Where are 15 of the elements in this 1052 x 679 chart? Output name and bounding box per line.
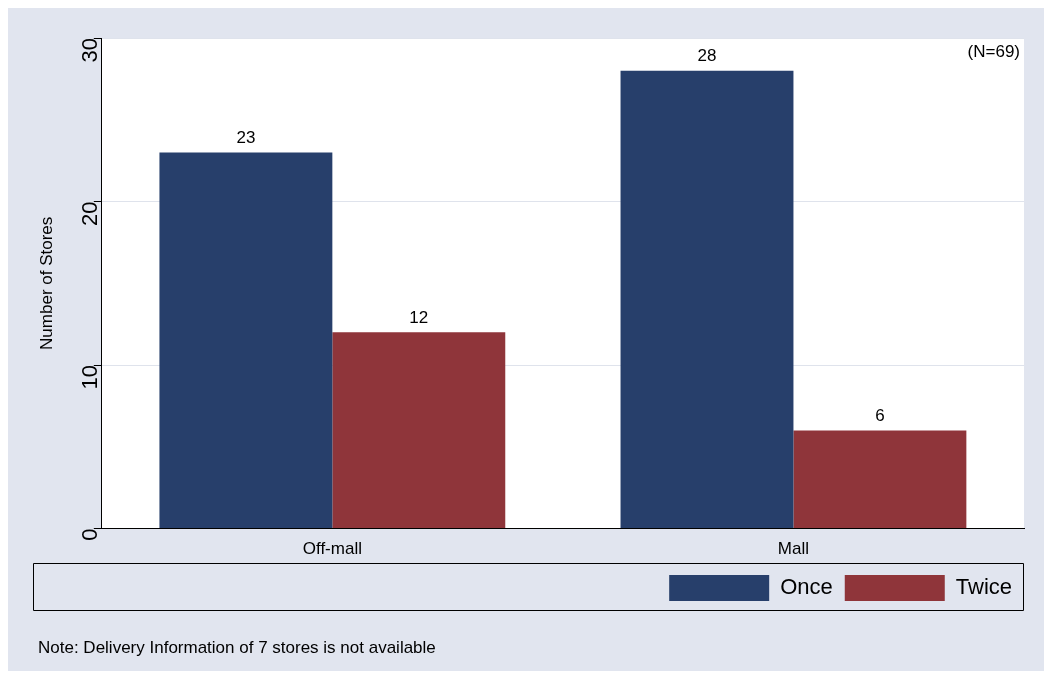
data-label: 12 — [409, 307, 429, 327]
x-tick-label: Mall — [777, 539, 810, 559]
legend-label: Once — [780, 574, 833, 600]
y-tick-label: 20 — [76, 201, 102, 227]
data-label: 23 — [236, 127, 256, 147]
text: Note: Delivery Information of 7 stores is not available — [38, 638, 436, 658]
y-axis-title: Number of Stores — [36, 216, 56, 350]
legend-label: Twice — [955, 574, 1013, 600]
data-label: 28 — [697, 45, 717, 65]
y-tick-label: 10 — [76, 365, 102, 390]
y-tick-label: 30 — [76, 38, 102, 63]
data-label: 6 — [875, 405, 885, 425]
y-tick-label: 0 — [76, 528, 102, 541]
x-tick-label: Off-mall — [302, 539, 362, 559]
annotation: (N=69) — [967, 42, 1020, 62]
